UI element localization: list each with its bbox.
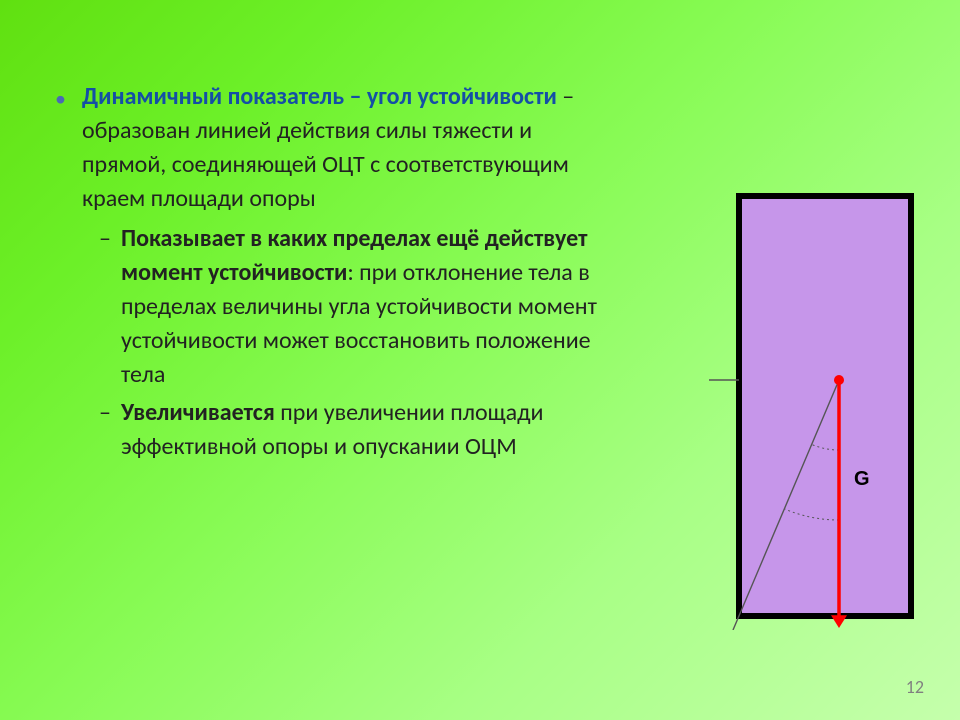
main-bullet-row: • Динамичный показатель – угол устойчиво… bbox=[55, 80, 605, 216]
sub-item-0: – Показывает в каких пределах ещё действ… bbox=[99, 222, 605, 392]
dash-icon: – bbox=[99, 222, 111, 256]
sub-list: – Показывает в каких пределах ещё действ… bbox=[99, 222, 605, 464]
sub-text-0: Показывает в каких пределах ещё действуе… bbox=[121, 222, 605, 392]
svg-text:G: G bbox=[854, 468, 870, 490]
sub-bold-1: Увеличивается bbox=[121, 398, 275, 427]
dash-icon: – bbox=[99, 396, 111, 430]
sub-item-1: – Увеличивается при увеличении площади э… bbox=[99, 396, 605, 464]
page-number: 12 bbox=[906, 676, 924, 698]
bullet-dot: • bbox=[55, 82, 66, 116]
text-content: • Динамичный показатель – угол устойчиво… bbox=[55, 80, 605, 464]
main-text: Динамичный показатель – угол устойчивост… bbox=[82, 80, 605, 216]
sub-text-1: Увеличивается при увеличении площади эфф… bbox=[121, 396, 605, 464]
stability-diagram: G bbox=[709, 190, 924, 630]
term: Динамичный показатель – угол устойчивост… bbox=[82, 82, 557, 111]
